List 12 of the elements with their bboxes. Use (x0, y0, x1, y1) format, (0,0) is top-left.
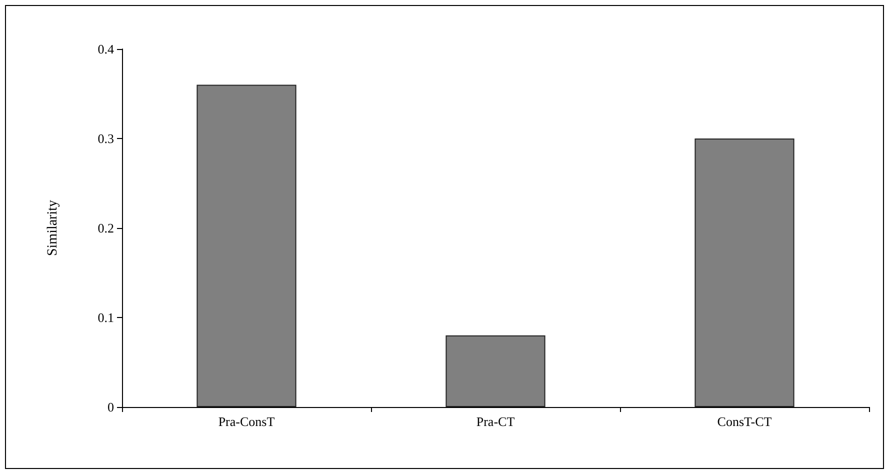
x-tick-label: Pra-CT (476, 414, 515, 429)
x-tick-label: ConsT-CT (717, 414, 772, 429)
y-tick-label: 0 (108, 400, 114, 414)
bar (196, 84, 296, 407)
bar (446, 335, 546, 407)
y-tick-label: 0.4 (98, 42, 114, 56)
y-axis-title: Similarity (46, 200, 60, 256)
bar (694, 138, 794, 407)
y-tick-label: 0.3 (98, 131, 114, 146)
y-tick-label: 0.2 (98, 220, 114, 236)
x-tick-label: Pra-ConsT (218, 414, 275, 429)
y-tick-label: 0.1 (98, 310, 114, 325)
